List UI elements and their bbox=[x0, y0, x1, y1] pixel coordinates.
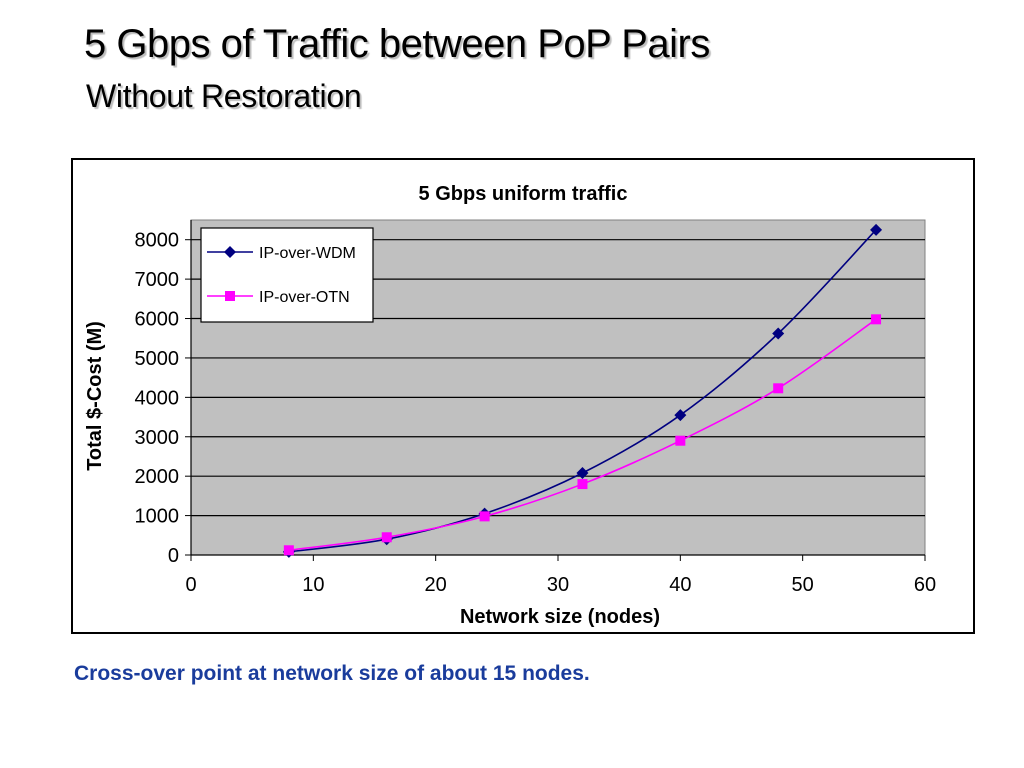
x-axis-label: Network size (nodes) bbox=[460, 606, 660, 628]
x-tick-label: 0 bbox=[185, 574, 196, 596]
tick-labels: 0 1000 2000 3000 4000 5000 6000 7000 8000 0 10 20 30… bbox=[135, 230, 937, 596]
y-tick-label: 5000 bbox=[135, 348, 180, 370]
y-tick-label: 1000 bbox=[135, 506, 180, 528]
legend-label: IP-over-OTN bbox=[259, 289, 350, 306]
data-point bbox=[381, 532, 392, 543]
data-point bbox=[772, 327, 785, 340]
caption: Cross-over point at network size of abou… bbox=[74, 662, 590, 685]
data-point bbox=[283, 545, 294, 556]
legend-marker bbox=[224, 246, 236, 258]
data-point bbox=[577, 479, 588, 490]
data-point bbox=[870, 223, 883, 236]
gridlines bbox=[191, 239, 925, 517]
slide-title: 5 Gbps of Traffic between PoP Pairs bbox=[84, 22, 710, 66]
data-point bbox=[576, 467, 589, 480]
legend-label: IP-over-WDM bbox=[259, 245, 356, 262]
y-tick-label: 4000 bbox=[135, 387, 180, 409]
y-tick-label: 3000 bbox=[135, 427, 180, 449]
line-chart: 5 Gbps uniform traffic 01000200030004000… bbox=[84, 183, 937, 628]
data-point bbox=[675, 435, 686, 446]
legend-marker bbox=[225, 291, 235, 301]
series-lines bbox=[282, 223, 883, 558]
x-tick-label: 30 bbox=[547, 574, 569, 596]
x-tick-label: 60 bbox=[914, 574, 936, 596]
y-tick-label: 2000 bbox=[135, 466, 180, 488]
y-tick-label: 8000 bbox=[135, 230, 180, 252]
y-tick-label: 6000 bbox=[135, 309, 180, 331]
chart-title: 5 Gbps uniform traffic bbox=[419, 183, 628, 205]
x-tick-label: 20 bbox=[425, 574, 447, 596]
legend-box bbox=[200, 227, 374, 323]
y-tick-label: 7000 bbox=[135, 269, 180, 291]
y-axis-label: Total $-Cost (M) bbox=[84, 321, 106, 471]
x-tick-label: 50 bbox=[792, 574, 814, 596]
y-tick-label: 0 bbox=[168, 545, 179, 567]
axes bbox=[185, 220, 926, 561]
x-tick-label: 10 bbox=[302, 574, 324, 596]
series-ip-over-otn bbox=[283, 314, 882, 556]
data-point bbox=[479, 511, 490, 522]
x-tick-label: 40 bbox=[669, 574, 691, 596]
chart-frame: 5 Gbps uniform traffic 0 1000 2000 3000 4000… bbox=[71, 158, 975, 634]
data-point bbox=[674, 409, 687, 422]
legend: IP-over-WDM IP-over-OTN bbox=[200, 227, 374, 323]
slide-subtitle: Without Restoration bbox=[86, 78, 362, 114]
data-point bbox=[871, 314, 882, 325]
data-point bbox=[773, 383, 784, 394]
